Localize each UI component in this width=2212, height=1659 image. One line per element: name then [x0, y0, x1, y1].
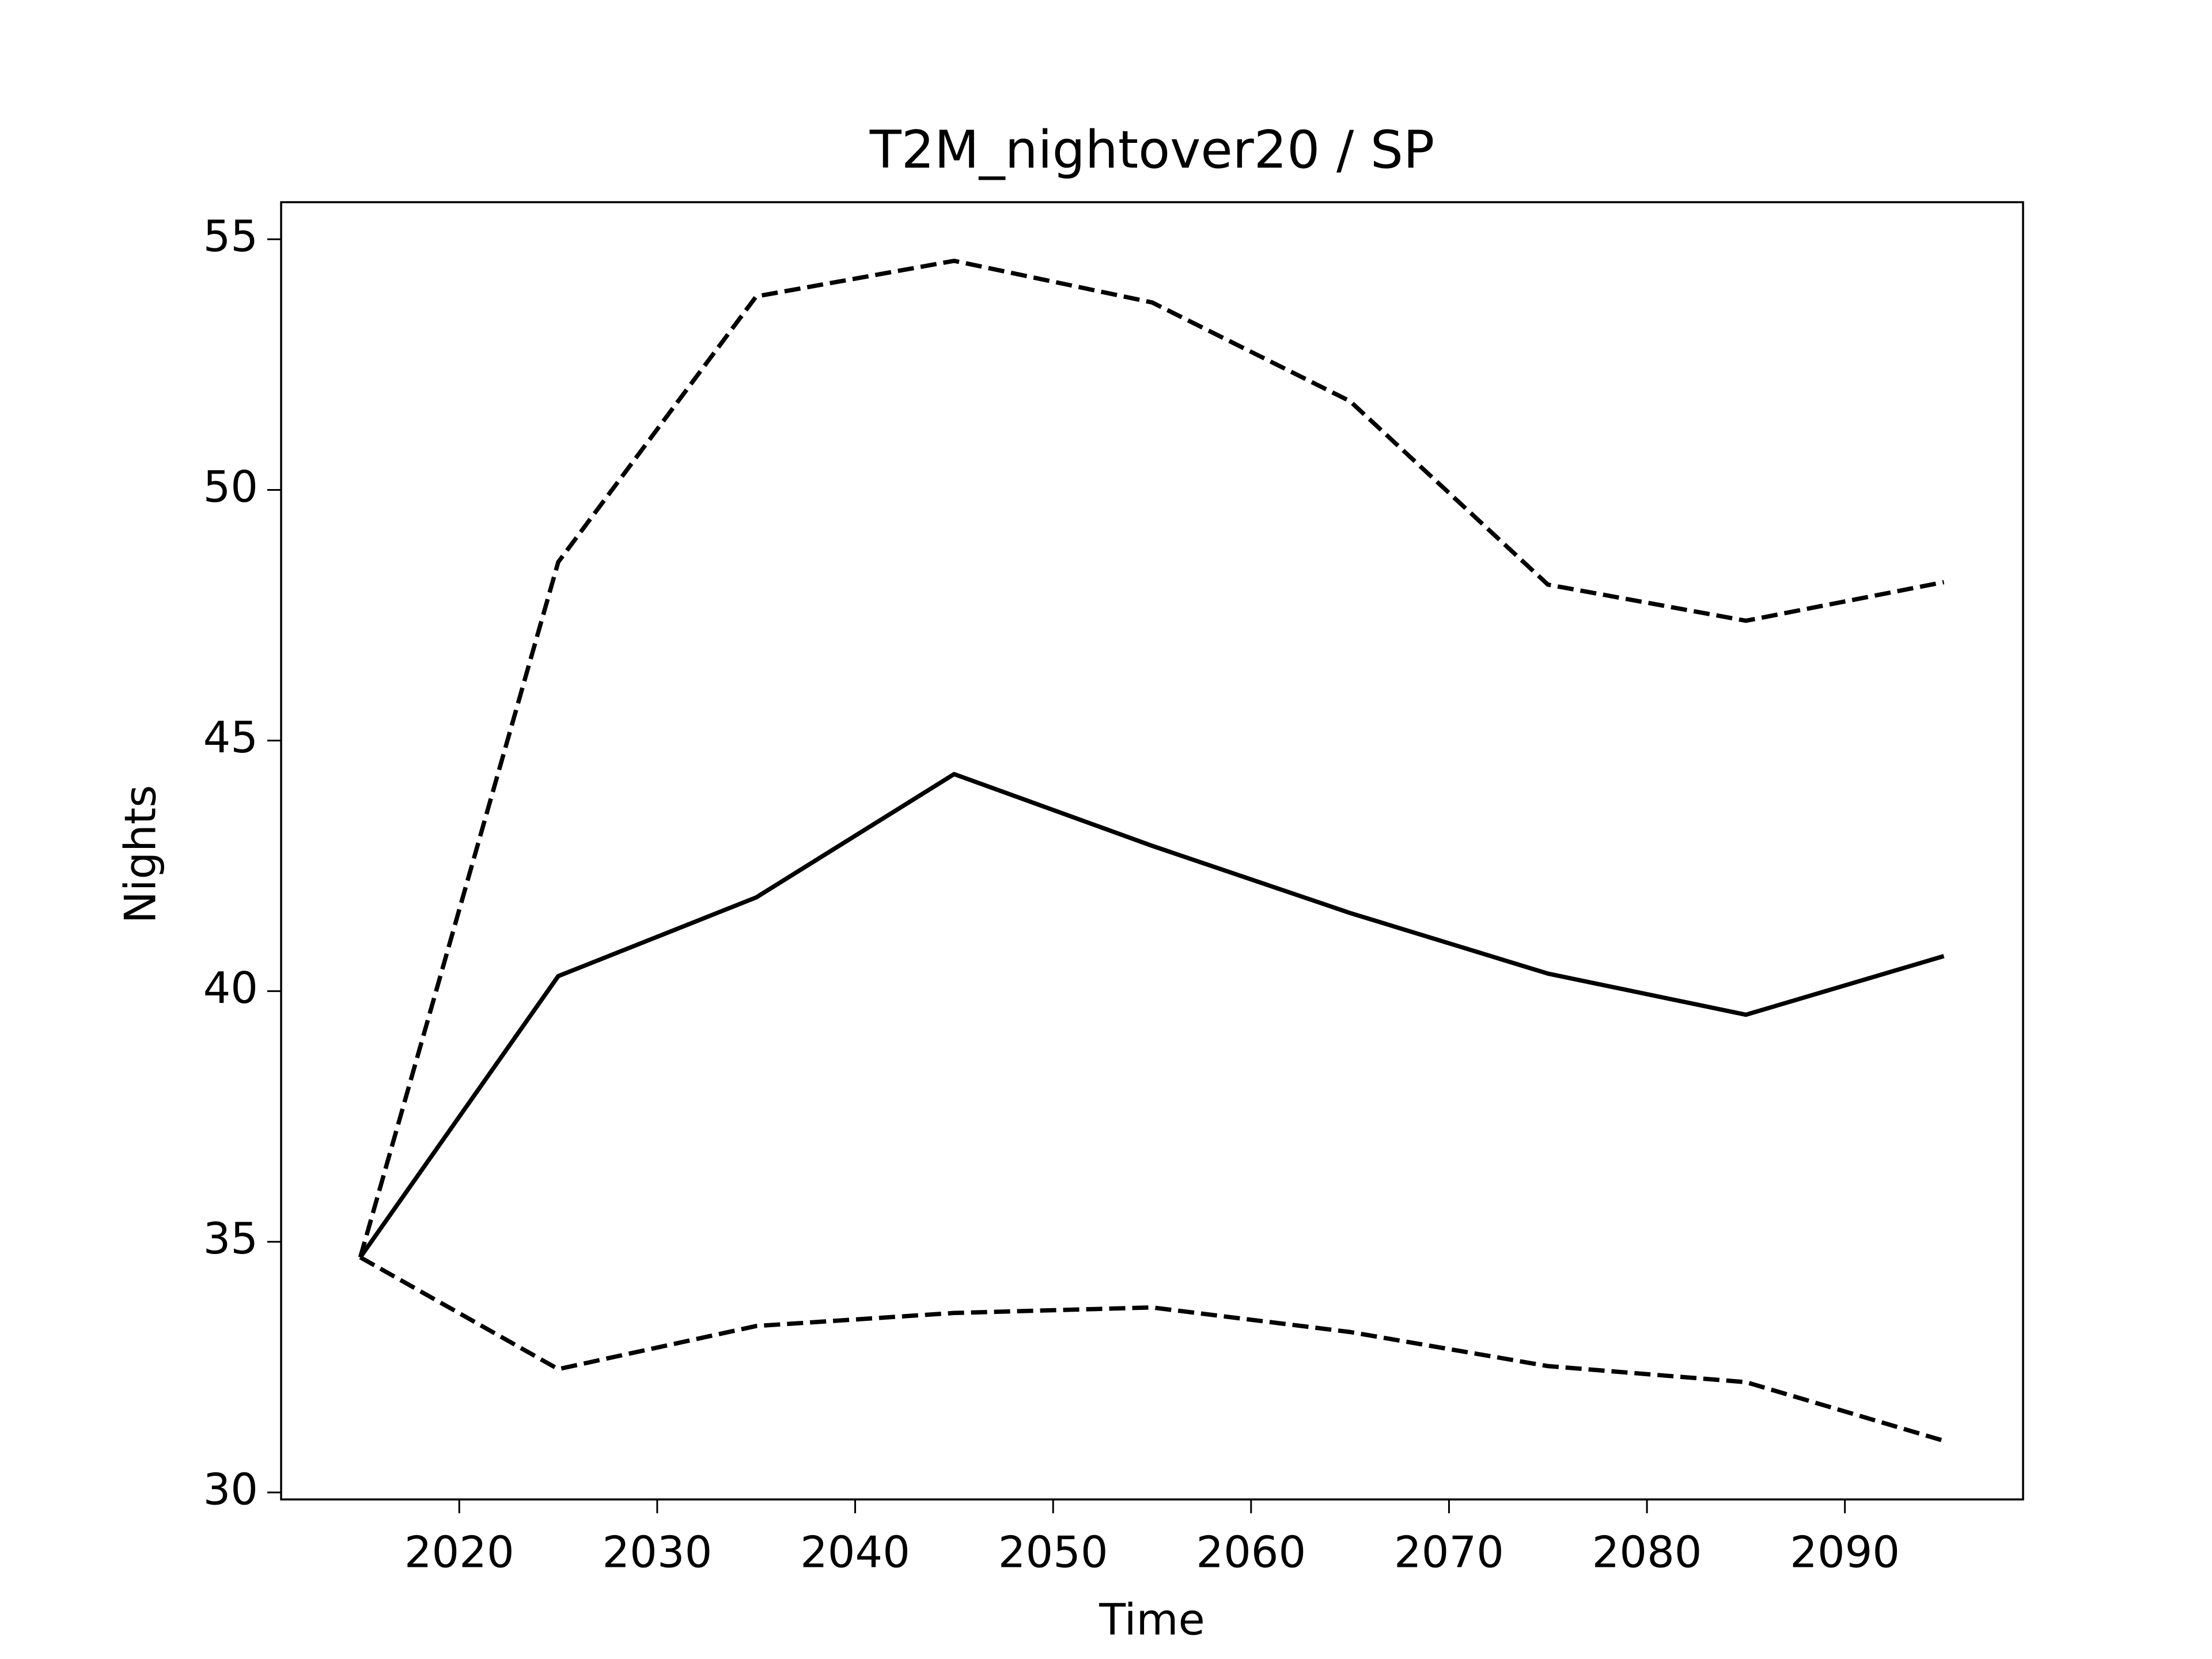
x-tick-label: 2080 [1592, 1527, 1702, 1578]
x-tick-label: 2070 [1394, 1527, 1504, 1578]
y-tick-label: 40 [203, 963, 258, 1013]
x-tick-label: 2060 [1196, 1527, 1306, 1578]
x-tick-label: 2090 [1790, 1527, 1900, 1578]
data-line [358, 259, 1945, 1258]
plot-frame [280, 201, 2024, 1501]
x-tick-label: 2020 [404, 1527, 514, 1578]
y-tick-label: 30 [203, 1464, 258, 1514]
x-tick-label: 2030 [602, 1527, 712, 1578]
data-line [358, 772, 1945, 1259]
y-tick-label: 45 [203, 712, 258, 763]
y-tick-label: 50 [203, 461, 258, 512]
x-tick-label: 2040 [800, 1527, 910, 1578]
x-tick-label: 2050 [998, 1527, 1108, 1578]
y-axis-label: Nights [115, 785, 166, 924]
y-tick-label: 55 [203, 211, 258, 262]
y-tick-label: 35 [203, 1213, 258, 1264]
x-axis-label: Time [1099, 1594, 1205, 1645]
chart-title: T2M_nightover20 / SP [869, 120, 1435, 180]
